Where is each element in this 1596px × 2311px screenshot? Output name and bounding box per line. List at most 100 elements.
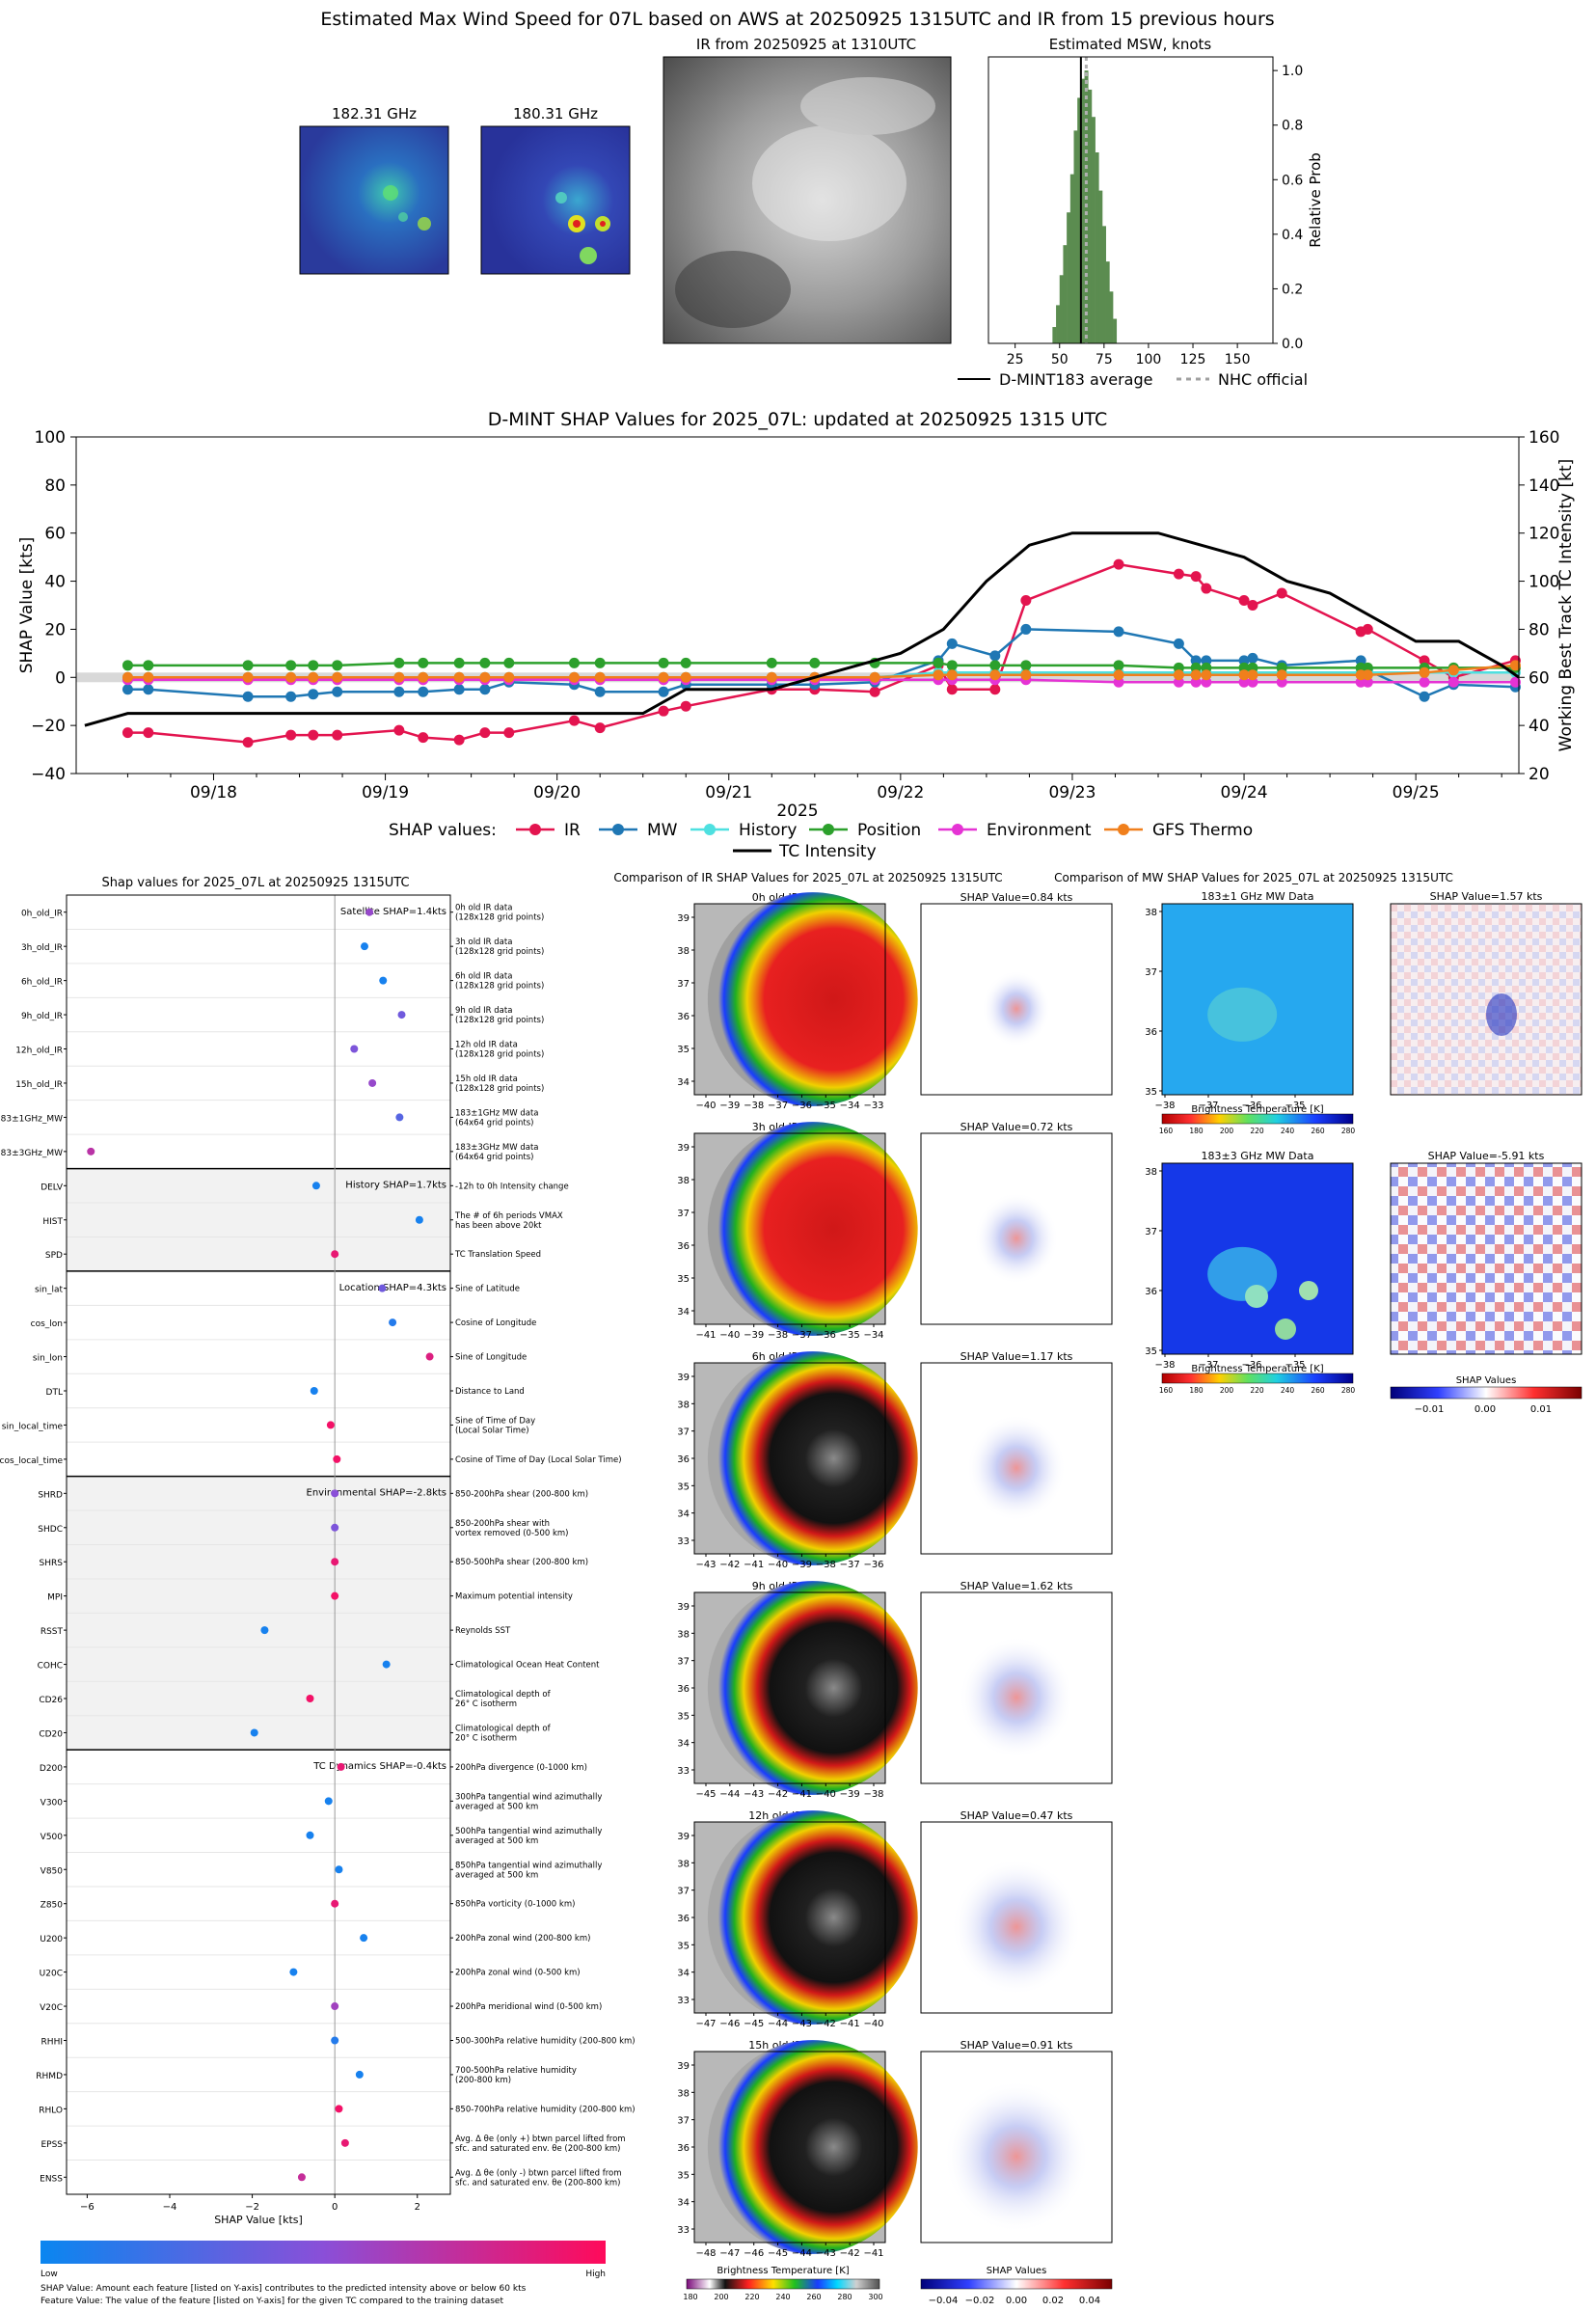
point-gfs-thermo-4 bbox=[308, 671, 319, 683]
legend-label-environment: Environment bbox=[987, 821, 1092, 840]
point-gfs-thermo-15 bbox=[766, 671, 777, 683]
mw-ytick-label-1-3: 35 bbox=[1145, 1346, 1157, 1357]
ir-ytick-label-4-6: 33 bbox=[677, 1996, 690, 2006]
group-shade-1 bbox=[67, 1168, 450, 1271]
feature-desc2-183±1GHz_MW: (64x64 grid points) bbox=[455, 1118, 533, 1128]
point-ir-1 bbox=[143, 727, 154, 739]
point-gfs-thermo-2 bbox=[242, 671, 254, 683]
feature-point-6h_old_IR bbox=[379, 976, 388, 985]
feature-desc2-3h_old_IR: (128x128 grid points) bbox=[455, 947, 544, 957]
point-mw-20 bbox=[989, 650, 1001, 662]
point-gfs-thermo-9 bbox=[479, 671, 491, 683]
ir-image-storm-0 bbox=[707, 892, 918, 1106]
feature-shap-chart: Satellite SHAP=1.4kts 0h_old_IR 0h old IR … bbox=[0, 894, 636, 2306]
ir-ytick-label-5-6: 33 bbox=[677, 2225, 690, 2236]
feature-point-D200 bbox=[337, 1762, 345, 1771]
msw-bin-10 bbox=[1088, 89, 1093, 343]
msw-bin-0 bbox=[1052, 327, 1057, 343]
mw-bt-tick-0-1: 180 bbox=[1189, 1127, 1204, 1135]
mw-xtick-label-0-0: −38 bbox=[1154, 1101, 1175, 1111]
ts-ytick-label-0: −40 bbox=[31, 765, 66, 784]
series-line-environment bbox=[127, 678, 1516, 684]
mw-comparison-title: Comparison of MW SHAP Values for 2025_07… bbox=[1054, 871, 1453, 884]
msw-ytick-label-5: 1.0 bbox=[1282, 64, 1303, 79]
point-position-14 bbox=[680, 657, 691, 668]
feature-point-MPI bbox=[331, 1591, 339, 1600]
point-position-2 bbox=[242, 660, 254, 671]
ir-ytick-label-4-3: 36 bbox=[677, 1914, 690, 1924]
point-position-19 bbox=[946, 660, 958, 671]
point-position-21 bbox=[1020, 660, 1032, 671]
feature-desc-183±1GHz_MW: 183±1GHz MW data bbox=[455, 1108, 538, 1118]
feature-desc-sin_lon: Sine of Longitude bbox=[455, 1353, 527, 1363]
legend-label-position: Position bbox=[857, 821, 921, 840]
feature-desc-DTL: Distance to Land bbox=[455, 1387, 525, 1397]
mw-shap-cbar-label: SHAP Values bbox=[1456, 1375, 1517, 1386]
mw-bt-tick-1-1: 180 bbox=[1189, 1386, 1204, 1395]
ir-ytick-label-4-5: 34 bbox=[677, 1969, 690, 1979]
feature-desc2-0h_old_IR: (128x128 grid points) bbox=[455, 913, 544, 923]
point-position-4 bbox=[308, 660, 319, 671]
feature-desc-9h_old_IR: 9h old IR data bbox=[455, 1006, 512, 1016]
point-mw-3 bbox=[285, 691, 297, 702]
point-position-6 bbox=[393, 657, 405, 668]
mw-blob-c bbox=[1275, 1319, 1296, 1340]
point-position-0 bbox=[122, 660, 133, 671]
ir-xtick-label-2-0: −43 bbox=[695, 1560, 716, 1570]
mw-shap-label-0: SHAP Value=1.57 kts bbox=[1430, 890, 1543, 903]
legend-label-mw: MW bbox=[647, 821, 678, 840]
feature-desc-SPD: TC Translation Speed bbox=[454, 1250, 541, 1260]
msw-bin-8 bbox=[1080, 78, 1085, 343]
feature-desc-6h_old_IR: 6h old IR data bbox=[455, 972, 512, 982]
ts-xtick-label-2: 09/20 bbox=[533, 783, 581, 802]
feature-name-U200: U200 bbox=[40, 1935, 63, 1944]
ir-shap-cbar-label: SHAP Values bbox=[987, 2266, 1047, 2276]
mw-ytick-label-0-0: 38 bbox=[1145, 908, 1157, 918]
legend-label-gfs-thermo: GFS Thermo bbox=[1152, 821, 1253, 840]
ir-ytick-label-3-2: 37 bbox=[677, 1657, 690, 1668]
point-gfs-thermo-32 bbox=[1447, 665, 1459, 676]
feature-point-SPD bbox=[331, 1250, 339, 1259]
mw-blob-b bbox=[1299, 1281, 1318, 1300]
feature-name-V20C: V20C bbox=[40, 2003, 63, 2013]
mw2-label: 180.31 GHz bbox=[513, 105, 598, 122]
feature-colorbar bbox=[41, 2241, 606, 2264]
feature-desc-COHC: Climatological Ocean Heat Content bbox=[455, 1661, 600, 1671]
mw-bt-tick-0-4: 240 bbox=[1281, 1127, 1295, 1135]
feature-point-RSST bbox=[260, 1626, 269, 1635]
feature-desc2-CD20: 20° C isotherm bbox=[455, 1733, 517, 1743]
feature-desc-0h_old_IR: 0h old IR data bbox=[455, 904, 512, 913]
ts-xtick-label-3: 09/21 bbox=[705, 783, 752, 802]
ir-xtick-label-3-7: −38 bbox=[863, 1789, 883, 1800]
point-position-22 bbox=[1113, 660, 1124, 671]
ts-xtick-label-5: 09/23 bbox=[1048, 783, 1096, 802]
ir-shap-image-1 bbox=[920, 1132, 1113, 1325]
feature-point-183±3GHz_MW bbox=[87, 1147, 95, 1156]
mw-shap-image-1 bbox=[1390, 1162, 1582, 1355]
ir-bt-tick-6: 300 bbox=[868, 2293, 882, 2301]
series-line-ir bbox=[127, 562, 1516, 744]
point-mw-19 bbox=[946, 638, 958, 649]
ir-ytick-label-3-5: 34 bbox=[677, 1739, 690, 1750]
msw-bin-5 bbox=[1069, 174, 1074, 343]
msw-bin-3 bbox=[1063, 245, 1068, 343]
ir-xtick-label-2-2: −41 bbox=[744, 1560, 764, 1570]
feature-name-sin_lat: sin_lat bbox=[35, 1286, 63, 1295]
ir-shap-blob-4 bbox=[951, 1858, 1082, 1997]
mw-shap-tick-2: 0.01 bbox=[1530, 1404, 1552, 1415]
feature-desc-CD20: Climatological depth of bbox=[455, 1724, 552, 1733]
ts-ytick-label-1: −20 bbox=[31, 717, 66, 736]
feature-name-SPD: SPD bbox=[45, 1251, 63, 1261]
ts-ytick-label-7: 100 bbox=[35, 428, 66, 448]
point-gfs-thermo-21 bbox=[1020, 669, 1032, 681]
legend-label-tc-intensity: TC Intensity bbox=[778, 842, 877, 861]
feature-desc2-6h_old_IR: (128x128 grid points) bbox=[455, 982, 544, 992]
feature-desc-MPI: Maximum potential intensity bbox=[455, 1592, 573, 1602]
legend-nhc: NHC official bbox=[1218, 370, 1308, 389]
point-mw-9 bbox=[479, 684, 491, 695]
legend-dmint: D-MINT183 average bbox=[999, 370, 1152, 389]
point-gfs-thermo-7 bbox=[418, 671, 429, 683]
ts-ytick-right-label-7: 160 bbox=[1528, 428, 1559, 448]
feature-point-0h_old_IR bbox=[365, 908, 374, 916]
